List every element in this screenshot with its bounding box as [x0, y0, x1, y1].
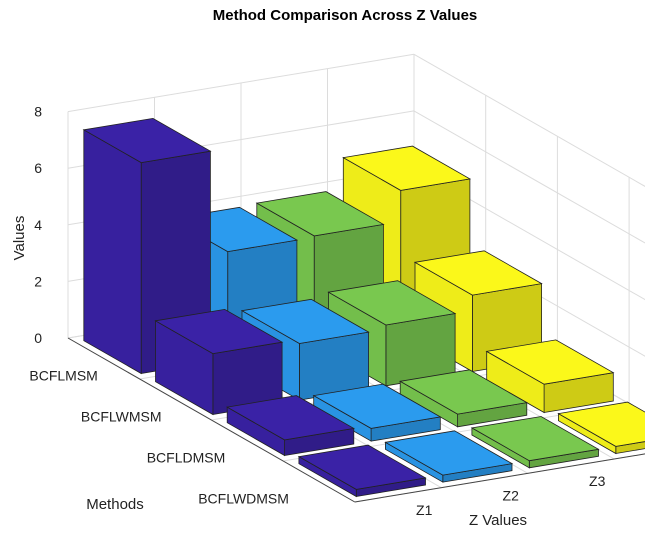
value-tick-label: 4 [34, 217, 42, 233]
bar-bcflwdmsm-z4 [557, 401, 645, 455]
method-tick-label: BCFLMSM [29, 368, 97, 384]
chart-title: Method Comparison Across Z Values [213, 7, 478, 24]
bar-bcflwdmsm-z2 [384, 430, 514, 483]
bar-bcfldmsm-z2 [312, 383, 442, 442]
bar-bcfldmsm-z3-top-face [399, 369, 528, 415]
bar-bcfldmsm-z1-top-face [226, 395, 355, 441]
method-tick-label: BCFLDMSM [147, 450, 226, 466]
bar-bcflmsm-z3-top-face [255, 191, 385, 237]
bar-bcflwdmsm-z4-top-face [557, 401, 645, 447]
bar-bcflmsm-z1-side-face [83, 129, 142, 375]
z-axis-label: Values [11, 216, 28, 261]
bar-bcflwdmsm-z3 [470, 416, 600, 469]
bar-bcflwmsm-z3-top-face [327, 280, 457, 326]
method-tick-label: BCFLWDMSM [198, 491, 289, 507]
value-tick-label: 8 [34, 104, 42, 120]
bar-bcflwmsm-z1-top-face [154, 308, 284, 355]
bar-bcflwmsm-z2-top-face [240, 298, 370, 344]
value-tick-label: 2 [34, 273, 42, 289]
text-layer: Method Comparison Across Z Values Z Valu… [11, 7, 606, 529]
zvalue-tick-label: Z1 [416, 502, 433, 518]
y-axis-label: Methods [86, 496, 144, 513]
bar-bcflwdmsm-z1 [297, 444, 427, 498]
bar-bcflwdmsm-z3-top-face [470, 416, 600, 462]
bar-bcflwdmsm-z2-top-face [384, 430, 514, 476]
bar-bcfldmsm-z3 [399, 369, 528, 428]
zvalue-tick-label: Z3 [589, 473, 606, 489]
bar-bcfldmsm-z4-top-face [485, 339, 615, 385]
method-tick-label: BCFLWMSM [81, 409, 162, 425]
bar-bcflwmsm-z4-top-face [413, 250, 543, 296]
value-tick-label: 0 [34, 330, 42, 346]
bar-bcflwdmsm-z1-top-face [297, 444, 427, 490]
x-axis-label: Z Values [469, 512, 527, 529]
value-tick-label: 6 [34, 160, 42, 176]
bar-bcflwmsm-z1 [154, 308, 284, 416]
bar-bcfldmsm-z1 [226, 395, 355, 457]
zvalue-tick-label: Z2 [503, 488, 520, 504]
bar-layer [82, 117, 645, 498]
bar-bcflmsm-z4-top-face [342, 145, 472, 191]
bar-bcfldmsm-z4 [485, 339, 615, 414]
zvalue-axis-line [354, 453, 645, 503]
bar-bcflmsm-z1-top-face [82, 117, 212, 164]
method-axis-line [67, 337, 356, 503]
bar-bcfldmsm-z2-top-face [312, 383, 442, 429]
